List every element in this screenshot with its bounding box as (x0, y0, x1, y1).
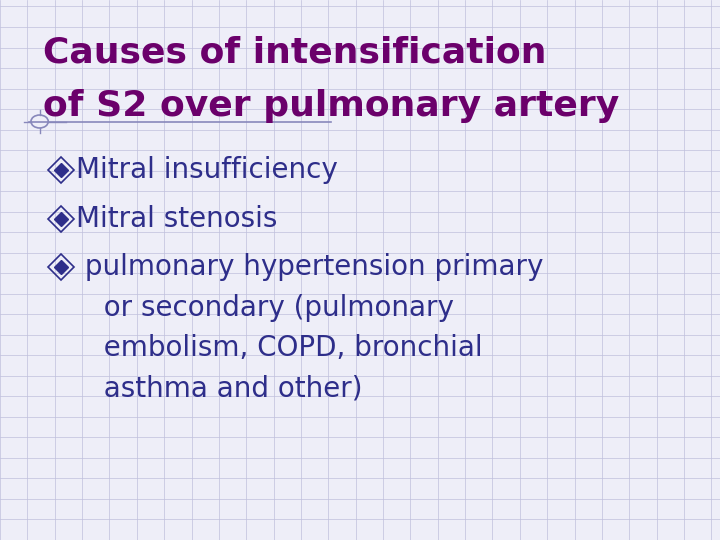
Text: embolism, COPD, bronchial: embolism, COPD, bronchial (86, 334, 483, 362)
Text: Causes of intensification: Causes of intensification (43, 35, 546, 69)
Text: Mitral insufficiency: Mitral insufficiency (76, 156, 338, 184)
Text: or secondary (pulmonary: or secondary (pulmonary (86, 294, 454, 322)
Text: of S2 over pulmonary artery: of S2 over pulmonary artery (43, 89, 619, 123)
Text: asthma and other): asthma and other) (86, 375, 363, 403)
Text: Mitral stenosis: Mitral stenosis (76, 205, 277, 233)
Text: pulmonary hypertension primary: pulmonary hypertension primary (76, 253, 543, 281)
